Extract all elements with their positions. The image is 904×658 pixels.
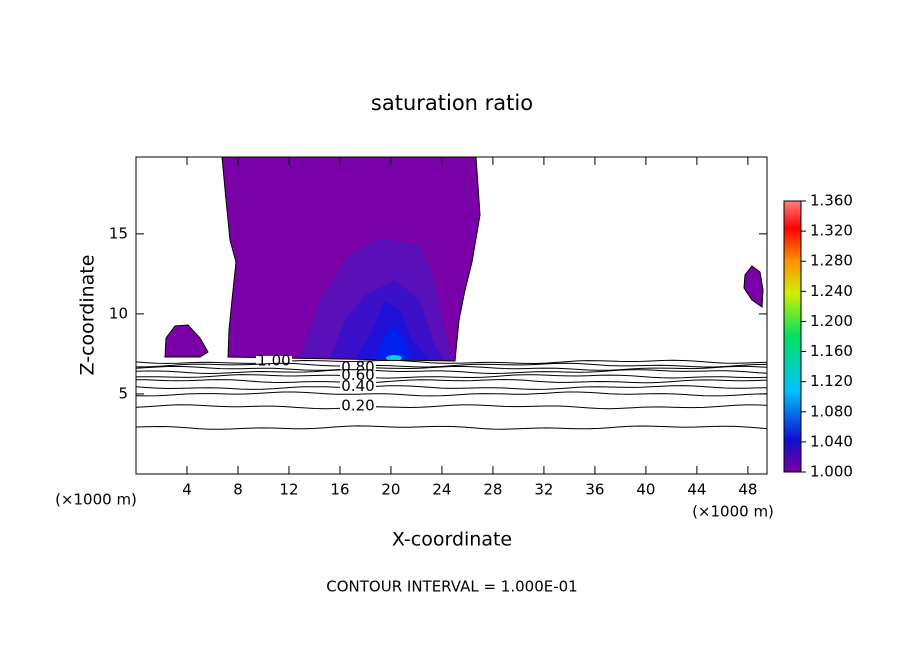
contour-label-bg <box>340 381 376 394</box>
colorbar-tick-label: 1.320 <box>810 222 853 240</box>
contour-label: 0.20 <box>341 396 374 414</box>
y-tick-label: 5 <box>118 384 128 402</box>
y-tick-label: 15 <box>109 224 128 242</box>
contour-line <box>135 374 768 379</box>
x-tick-label: 4 <box>182 481 192 499</box>
x-tick-label: 36 <box>585 481 604 499</box>
colorbar-tick-label: 1.080 <box>810 402 853 420</box>
x-axis-label: X-coordinate <box>392 529 512 551</box>
contour-line <box>135 385 768 390</box>
contour-label-bg <box>256 355 292 368</box>
y-unit-label: (×1000 m) <box>55 491 137 509</box>
y-axis-label: Z-coordinate <box>77 255 99 376</box>
x-tick-label: 8 <box>233 481 243 499</box>
colorbar-tick-label: 1.360 <box>810 192 853 210</box>
contour-line <box>135 391 768 397</box>
x-tick-label: 12 <box>279 481 298 499</box>
contour-label: 0.40 <box>341 377 374 395</box>
filled-regions <box>164 156 764 362</box>
colorbar-tick-label: 1.000 <box>810 463 853 481</box>
colorbar-tick-label: 1.280 <box>810 252 853 270</box>
contour-line <box>135 378 768 384</box>
plot-frame <box>135 156 768 475</box>
blob-right <box>743 265 764 308</box>
contour-label: 0.60 <box>341 366 374 384</box>
colorbar-tick-label: 1.160 <box>810 342 853 360</box>
x-tick-label: 48 <box>738 481 757 499</box>
chart-title: saturation ratio <box>371 91 533 115</box>
x-unit-label: (×1000 m) <box>692 503 774 521</box>
plume-core <box>386 355 402 361</box>
colorbar-tick-label: 1.040 <box>810 432 853 450</box>
contour-line <box>136 362 768 368</box>
x-tick-label: 24 <box>432 481 451 499</box>
contour-line <box>135 369 768 375</box>
colorbar <box>783 200 802 473</box>
colorbar-tick-label: 1.240 <box>810 282 853 300</box>
contour-label: 1.00 <box>257 351 290 369</box>
contours: 1.00 0.800.600.400.20 <box>135 351 768 430</box>
x-tick-label: 44 <box>687 481 706 499</box>
x-tick-label: 16 <box>330 481 349 499</box>
footer: CONTOUR INTERVAL = 1.000E-01 <box>326 578 577 596</box>
colorbar-tick-label: 1.200 <box>810 312 853 330</box>
contour-label-bg <box>340 370 376 383</box>
x-tick-label: 20 <box>381 481 400 499</box>
x-tick-label: 32 <box>534 481 553 499</box>
contour-line <box>135 359 768 365</box>
y-tick-label: 10 <box>109 304 128 322</box>
contour-line <box>135 425 768 430</box>
x-tick-label: 28 <box>483 481 502 499</box>
contour-line <box>135 365 768 371</box>
x-tick-label: 40 <box>636 481 655 499</box>
colorbar-tick-label: 1.120 <box>810 372 853 390</box>
contour-label-bg <box>340 400 376 413</box>
contour-line <box>135 404 768 410</box>
blob-left <box>164 324 209 358</box>
plume-core <box>375 325 412 360</box>
